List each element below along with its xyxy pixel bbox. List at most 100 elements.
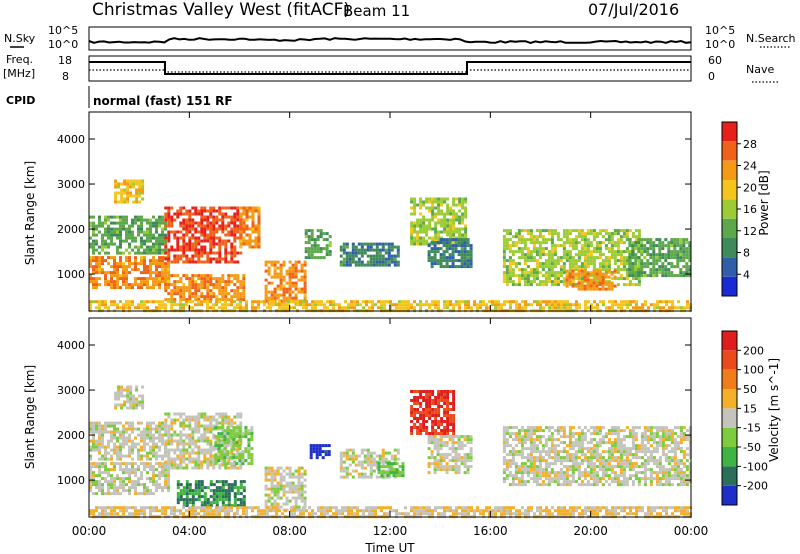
echo-cell-1-0	[95, 480, 98, 484]
echo-cell-1-0	[125, 483, 128, 487]
echo-cell-0-4	[227, 283, 231, 287]
echo-cell-0-13	[685, 247, 689, 251]
echo-cell-0-2	[114, 194, 118, 198]
echo-cell-1-3	[221, 430, 225, 434]
echo-cell-0-14	[623, 300, 626, 304]
echo-cell-0-12	[586, 272, 590, 276]
echo-cell-0-13	[658, 271, 662, 275]
echo-cell-1-8	[354, 463, 358, 467]
echo-cell-1-8	[396, 451, 400, 455]
echo-cell-0-11	[574, 244, 578, 248]
echo-cell-0-9	[425, 224, 429, 228]
echo-cell-1-5	[232, 453, 236, 457]
echo-cell-0-4	[200, 286, 204, 290]
echo-cell-1-1	[113, 442, 116, 446]
echo-cell-0-14	[476, 303, 479, 307]
echo-cell-0-1	[125, 218, 128, 222]
echo-cell-1-1	[89, 421, 92, 425]
echo-cell-1-1	[143, 433, 146, 437]
echo-cell-0-14	[209, 300, 212, 304]
echo-cell-0-1	[137, 215, 140, 219]
echo-cell-1-8	[366, 448, 370, 452]
echo-cell-0-14	[515, 306, 518, 310]
echo-cell-1-4	[209, 501, 213, 505]
echo-cell-0-11	[610, 232, 614, 236]
echo-cell-0-0	[146, 265, 149, 269]
echo-cell-0-14	[443, 300, 446, 304]
echo-cell-0-8	[351, 260, 355, 264]
echo-cell-0-1	[128, 224, 131, 228]
echo-cell-0-0	[152, 259, 155, 263]
echo-cell-0-1	[101, 245, 104, 249]
echo-cell-1-10	[446, 432, 450, 435]
echo-cell-0-9	[449, 224, 453, 228]
echo-cell-0-3	[170, 206, 174, 210]
echo-cell-0-3	[203, 230, 207, 234]
echo-cell-0-9	[413, 212, 417, 216]
echo-cell-1-3	[194, 424, 198, 428]
echo-cell-0-11	[622, 232, 626, 236]
echo-cell-0-8	[369, 245, 373, 249]
echo-cell-0-11	[637, 262, 641, 266]
echo-cell-0-12	[583, 287, 587, 291]
echo-cell-0-9	[422, 200, 426, 204]
echo-cell-1-4	[176, 486, 180, 490]
echo-cell-0-11	[544, 229, 548, 233]
echo-cell-0-11	[517, 274, 521, 278]
echo-cell-1-0	[128, 477, 131, 481]
echo-cell-0-13	[688, 253, 692, 257]
echo-cell-0-0	[95, 286, 98, 290]
echo-cell-0-11	[589, 253, 593, 257]
echo-cell-0-6	[303, 275, 307, 279]
echo-cell-0-14	[488, 306, 491, 310]
echo-cell-1-10	[443, 411, 447, 414]
echo-cell-0-14	[200, 303, 203, 307]
echo-cell-0-6	[300, 287, 304, 291]
echo-cell-0-9	[437, 212, 441, 216]
echo-cell-0-3	[188, 230, 192, 234]
echo-cell-0-11	[598, 265, 602, 269]
echo-cell-0-14	[158, 306, 161, 310]
echo-cell-0-8	[354, 263, 358, 267]
echo-cell-1-6	[303, 502, 307, 506]
echo-cell-1-1	[131, 451, 134, 455]
echo-cell-0-7	[307, 238, 311, 242]
echo-cell-0-9	[458, 209, 462, 213]
echo-cell-0-11	[565, 256, 569, 260]
echo-cell-0-1	[158, 242, 161, 246]
echo-cell-1-2	[135, 400, 139, 404]
echo-cell-0-1	[95, 242, 98, 246]
echo-cell-0-5	[242, 239, 246, 243]
echo-cell-1-3	[176, 457, 180, 461]
echo-cell-0-13	[676, 238, 680, 242]
echo-cell-0-14	[467, 300, 470, 304]
echo-cell-0-3	[179, 245, 183, 249]
echo-cell-0-9	[461, 200, 465, 204]
echo-cell-1-10	[452, 432, 456, 435]
echo-cell-1-6	[270, 466, 274, 470]
echo-cell-1-3	[209, 451, 213, 455]
echo-cell-0-14	[548, 300, 551, 304]
echo-cell-0-11	[586, 259, 590, 263]
echo-cell-1-9	[389, 468, 393, 472]
echo-cell-0-8	[375, 245, 379, 249]
echo-cell-1-5	[244, 432, 248, 436]
echo-cell-0-14	[284, 306, 287, 310]
echo-cell-0-0	[158, 280, 161, 284]
echo-cell-1-1	[95, 430, 98, 434]
echo-cell-0-3	[173, 236, 177, 240]
echo-cell-0-6	[291, 263, 295, 267]
echo-cell-1-3	[164, 424, 168, 428]
echo-cell-1-4	[182, 504, 186, 508]
echo-cell-1-3	[236, 454, 240, 458]
echo-cell-1-10	[410, 420, 414, 423]
echo-cell-0-1	[152, 224, 155, 228]
echo-cell-0-10	[442, 244, 446, 248]
echo-cell-1-10	[419, 411, 423, 414]
echo-cell-0-14	[404, 300, 407, 304]
echo-cell-0-1	[101, 233, 104, 237]
echo-cell-0-11	[619, 274, 623, 278]
echo-cell-0-6	[276, 296, 280, 300]
echo-cell-0-6	[282, 275, 286, 279]
